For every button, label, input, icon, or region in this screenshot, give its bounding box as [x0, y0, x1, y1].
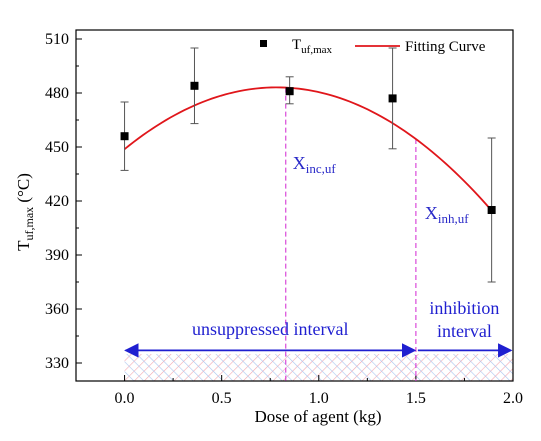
y-tick-label: 510	[45, 31, 69, 48]
legend-label-points: Tuf,max	[292, 37, 333, 56]
x-axis-title: Dose of agent (kg)	[255, 407, 382, 426]
x-tick-label: 0.0	[115, 390, 135, 407]
annotation-lines	[124, 87, 513, 381]
legend-marker-square	[260, 40, 267, 47]
tick-labels: 0.0 0.5 1.0 1.5 2.0 330 360 390 420 450 480 510	[45, 31, 523, 407]
y-tick-label: 330	[45, 355, 69, 372]
y-tick-label: 420	[45, 193, 69, 210]
inhibition-interval-label-line2: interval	[437, 321, 492, 341]
x-inc-label: Xinc,uf	[293, 153, 337, 176]
x-tick-label: 1.0	[309, 390, 329, 407]
data-point	[120, 132, 129, 141]
y-tick-label: 450	[45, 139, 69, 156]
y-tick-label: 480	[45, 85, 69, 102]
legend: Tuf,max Fitting Curve	[260, 37, 486, 56]
data-point	[190, 81, 199, 90]
y-axis-title: Tuf,max (°C)	[14, 173, 36, 251]
data-point	[285, 87, 294, 96]
data-point	[388, 94, 397, 103]
x-tick-label: 0.5	[212, 390, 232, 407]
plot-frame	[75, 29, 514, 382]
unsuppressed-interval-label: unsuppressed interval	[192, 319, 348, 339]
x-inh-label: Xinh,uf	[425, 203, 469, 226]
inhibition-interval-label-line1: inhibition	[429, 298, 499, 318]
legend-label-fit: Fitting Curve	[405, 39, 486, 55]
fit-layer	[123, 86, 493, 212]
x-tick-label: 2.0	[503, 390, 523, 407]
fitting-curve	[123, 86, 493, 212]
annotation-text: Xinc,uf Xinh,uf unsuppressed interval inhib…	[192, 153, 499, 341]
y-tick-label: 390	[45, 247, 69, 264]
hatched-band	[124, 354, 514, 381]
plot-border	[75, 29, 514, 382]
data-point	[487, 206, 496, 214]
y-tick-label: 360	[45, 301, 69, 318]
x-tick-label: 1.5	[406, 390, 426, 407]
points-layer	[120, 47, 496, 283]
